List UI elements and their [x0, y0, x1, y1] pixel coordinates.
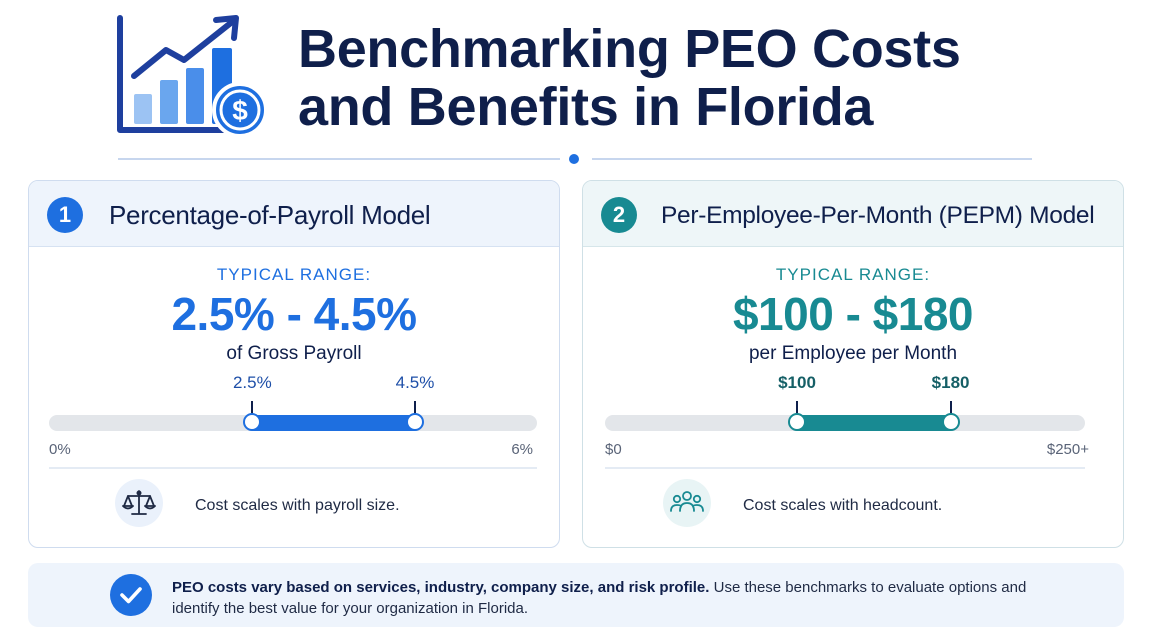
range-low-tick [796, 401, 798, 415]
card-percentage-of-payroll: 1 Percentage-of-Payroll Model TYPICAL RA… [28, 180, 560, 548]
range-high-handle [406, 413, 424, 431]
footer-body-text: Use these benchmarks to evaluate options… [172, 579, 1027, 617]
range-high-tick [949, 401, 952, 415]
range-max-label: $250+ [1046, 441, 1089, 458]
card-pepm: 2 Per-Employee-Per-Month (PEPM) Model TY… [582, 180, 1124, 548]
range-low-label: $100 [778, 373, 816, 392]
range-high-tick [414, 401, 416, 415]
card-separator [49, 467, 537, 469]
people-group-icon [663, 479, 711, 527]
range-high-handle [941, 413, 960, 431]
range-low-handle [243, 413, 262, 431]
range-low-label: 2.5% [232, 373, 272, 392]
footer-note: PEO costs vary based on services, indust… [28, 563, 1124, 627]
title-line-2: and Benefits in Florida [298, 77, 874, 137]
growth-chart-dollar-icon: $ [117, 15, 268, 138]
feature-text: Cost scales with headcount. [743, 497, 943, 514]
checkmark-icon [110, 574, 152, 616]
card-title: Per-Employee-Per-Month (PEPM) Model [661, 202, 1095, 229]
range-label: TYPICAL RANGE: [216, 265, 372, 284]
range-high-label: 4.5% [395, 373, 435, 392]
range-slider-fill [797, 415, 951, 431]
svg-text:$: $ [232, 95, 248, 126]
range-unit: of Gross Payroll [226, 343, 362, 364]
range-unit: per Employee per Month [748, 343, 958, 364]
card-title: Percentage-of-Payroll Model [109, 200, 431, 230]
divider-dot [569, 154, 579, 164]
range-slider-fill [252, 415, 415, 431]
card-header: 1 Percentage-of-Payroll Model [29, 181, 559, 247]
range-slider-track: $100 $180 [605, 373, 1085, 431]
range-label: TYPICAL RANGE: [775, 265, 931, 284]
card-number-badge: 1 [47, 197, 83, 233]
card-number-badge: 2 [601, 197, 637, 233]
card-separator [605, 467, 1085, 469]
range-value: 2.5% - 4.5% [171, 288, 417, 340]
range-high-label: $180 [931, 373, 970, 392]
footer-bold-text: PEO costs vary based on services, indust… [172, 579, 710, 596]
divider-right [592, 158, 1032, 160]
range-value: $100 - $180 [732, 288, 974, 340]
page-title: Benchmarking PEO Costs and Benefits in F… [298, 20, 1058, 136]
balance-scale-icon [115, 479, 163, 527]
divider-left [118, 158, 560, 160]
card-header: 2 Per-Employee-Per-Month (PEPM) Model [583, 181, 1123, 247]
feature-text: Cost scales with payroll size. [195, 497, 400, 514]
range-low-handle [788, 413, 806, 431]
range-min-label: $0 [605, 441, 622, 458]
range-min-label: 0% [49, 441, 71, 458]
footer-text: PEO costs vary based on services, indust… [172, 577, 1052, 619]
title-line-1: Benchmarking PEO Costs [298, 19, 961, 79]
range-slider-track: 2.5% 4.5% [49, 373, 537, 431]
range-low-tick [251, 401, 254, 415]
range-max-label: 6% [511, 441, 533, 458]
header: $ Benchmarking PEO Costs and Benefits in… [0, 0, 1152, 150]
